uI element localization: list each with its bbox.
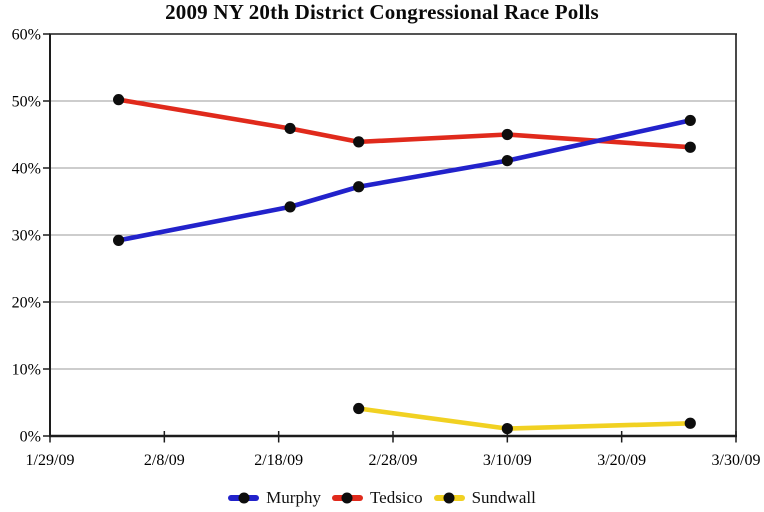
data-point-murphy-1: [284, 201, 296, 213]
x-tick-label-3/20/09: 3/20/09: [597, 452, 646, 469]
legend-dot-icon: [443, 492, 455, 503]
legend-line-icon: [433, 492, 465, 503]
legend-line-icon: [331, 492, 363, 503]
x-tick-label-3/10/09: 3/10/09: [483, 452, 532, 469]
legend-label-sundwall: Sundwall: [471, 487, 536, 507]
data-point-sundwall-2: [684, 417, 696, 429]
data-point-sundwall-0: [353, 402, 365, 415]
y-tick-label-10%: 10%: [12, 362, 41, 379]
data-point-tedsico-0: [113, 94, 125, 106]
y-tick-label-0%: 0%: [20, 429, 41, 446]
y-tick-label-50%: 50%: [12, 94, 41, 111]
data-point-murphy-0: [113, 234, 125, 246]
data-point-tedsico-2: [353, 136, 365, 148]
data-point-tedsico-3: [501, 128, 513, 141]
series-line-sundwall: [356, 406, 693, 431]
data-point-tedsico-4: [684, 141, 696, 153]
data-point-murphy-2: [353, 181, 365, 193]
legend-item-tedsico: Tedsico: [331, 487, 423, 508]
legend-label-murphy: Murphy: [266, 487, 321, 507]
data-point-sundwall-1: [501, 423, 513, 435]
x-tick-label-3/30/09: 3/30/09: [712, 452, 761, 469]
legend: Murphy Tedsico Sundwall: [0, 485, 764, 510]
x-tick-label-1/29/09: 1/29/09: [26, 452, 75, 469]
y-tick-label-20%: 20%: [12, 295, 41, 312]
legend-label-tedsico: Tedsico: [369, 487, 423, 507]
legend-item-murphy: Murphy: [228, 488, 321, 508]
data-point-tedsico-1: [284, 122, 296, 135]
legend-dot-icon: [238, 492, 250, 503]
x-tick-label-2/8/09: 2/8/09: [144, 452, 185, 469]
data-point-murphy-3: [501, 155, 513, 167]
x-tick-label-2/18/09: 2/18/09: [254, 452, 303, 469]
legend-line-icon: [228, 492, 260, 503]
legend-dot-icon: [341, 492, 353, 503]
legend-item-sundwall: Sundwall: [433, 487, 536, 508]
chart-title: 2009 NY 20th District Congressional Race…: [165, 0, 599, 24]
y-tick-label-30%: 30%: [12, 228, 41, 245]
data-point-murphy-4: [684, 114, 696, 127]
y-tick-label-60%: 60%: [12, 27, 41, 44]
x-tick-label-2/28/09: 2/28/09: [369, 452, 418, 469]
y-tick-label-40%: 40%: [12, 161, 41, 178]
